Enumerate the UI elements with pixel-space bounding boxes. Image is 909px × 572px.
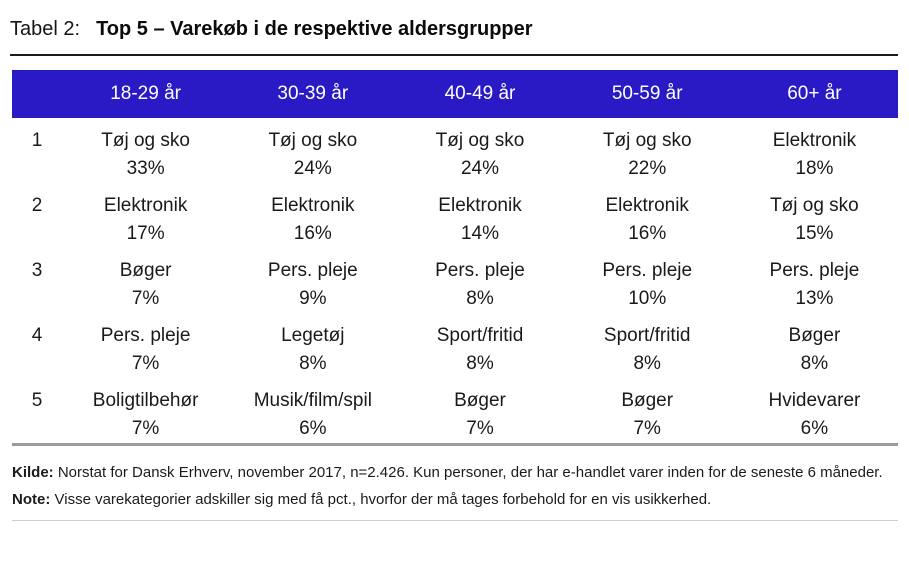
- table-cell: Elektronik 16%: [605, 195, 689, 244]
- table-cell: Boligtilbehør 7%: [92, 390, 199, 439]
- figure-title-text: Top 5 – Varekøb i de respektive aldersgr…: [96, 18, 533, 40]
- table-cell: Musik/film/spil 6%: [253, 390, 372, 439]
- table-cell: Bøger 7%: [119, 260, 172, 309]
- column-header-30-39: 30-39 år: [277, 83, 349, 104]
- table-cell: Sport/fritid 8%: [436, 325, 524, 374]
- column-header-60plus: 60+ år: [787, 83, 842, 104]
- column-header-18-29: 18-29 år: [110, 83, 181, 104]
- table-cell: Elektronik 16%: [271, 195, 355, 244]
- title-divider: [10, 54, 898, 56]
- figure-title: Tabel 2: Top 5 – Varekøb i de respektive …: [0, 0, 909, 42]
- rank-cell: 5: [31, 390, 43, 411]
- table-cell: Pers. pleje 13%: [769, 260, 860, 309]
- source-and-note: Kilde: Norstat for Dansk Erhverv, novemb…: [12, 459, 897, 513]
- table-cell: Tøj og sko 24%: [435, 130, 525, 179]
- table-cell: Elektronik 17%: [103, 195, 188, 244]
- table-cell: Tøj og sko 33%: [101, 130, 190, 179]
- table-cell: Tøj og sko 22%: [602, 130, 692, 179]
- table-row: 1 Tøj og sko 33% Tøj og sko 24% Tøj og sko…: [12, 118, 898, 183]
- column-header-40-49: 40-49 år: [444, 83, 516, 104]
- age-group-table: 18-29 år 30-39 år 40-49 år 50-59 år 60+ …: [12, 70, 898, 443]
- note-text: Visse varekategorier adskiller sig med f…: [54, 491, 712, 508]
- rank-cell: 2: [31, 195, 43, 216]
- table-cell: Tøj og sko 24%: [268, 130, 358, 179]
- rank-cell: 4: [31, 325, 43, 346]
- table-cell: Bøger 7%: [621, 390, 674, 439]
- table-cell: Pers. pleje 8%: [435, 260, 525, 309]
- table-cell: Elektronik 14%: [438, 195, 522, 244]
- figure-title-prefix: Tabel 2:: [10, 18, 81, 40]
- source-line: Kilde: Norstat for Dansk Erhverv, novemb…: [12, 459, 897, 486]
- table-row: 2 Elektronik 17% Elektronik 16% Elektronik…: [12, 183, 898, 248]
- table-cell: Legetøj 8%: [281, 325, 345, 374]
- rank-cell: 3: [31, 260, 43, 281]
- table-row: 5 Boligtilbehør 7% Musik/film/spil 6% Bøge…: [12, 378, 898, 443]
- column-header-50-59: 50-59 år: [611, 83, 683, 104]
- table-cell: Tøj og sko 15%: [770, 195, 859, 244]
- source-text: Norstat for Dansk Erhverv, november 2017…: [57, 464, 883, 481]
- table-cell: Sport/fritid 8%: [603, 325, 691, 374]
- table-cell: Pers. pleje 10%: [602, 260, 693, 309]
- table-cell: Bøger 8%: [788, 325, 841, 374]
- note-line: Note: Visse varekategorier adskiller sig…: [12, 486, 897, 513]
- table-row: 4 Pers. pleje 7% Legetøj 8% Sport/fritid 8%…: [12, 313, 898, 378]
- table-header-row: 18-29 år 30-39 år 40-49 år 50-59 år 60+ …: [12, 70, 898, 118]
- source-label: Kilde:: [12, 464, 54, 481]
- rank-cell: 1: [31, 130, 43, 151]
- table-row: 3 Bøger 7% Pers. pleje 9% Pers. pleje 8% Pe…: [12, 248, 898, 313]
- table-cell: Pers. pleje 9%: [267, 260, 358, 309]
- note-label: Note:: [12, 491, 51, 508]
- page-bottom-divider: [12, 520, 898, 521]
- table-cell: Hvidevarer 6%: [768, 390, 861, 439]
- table-cell: Pers. pleje 7%: [100, 325, 191, 374]
- table-cell: Bøger 7%: [454, 390, 506, 439]
- table-cell: Elektronik 18%: [772, 130, 857, 179]
- table-bottom-divider: [12, 443, 898, 446]
